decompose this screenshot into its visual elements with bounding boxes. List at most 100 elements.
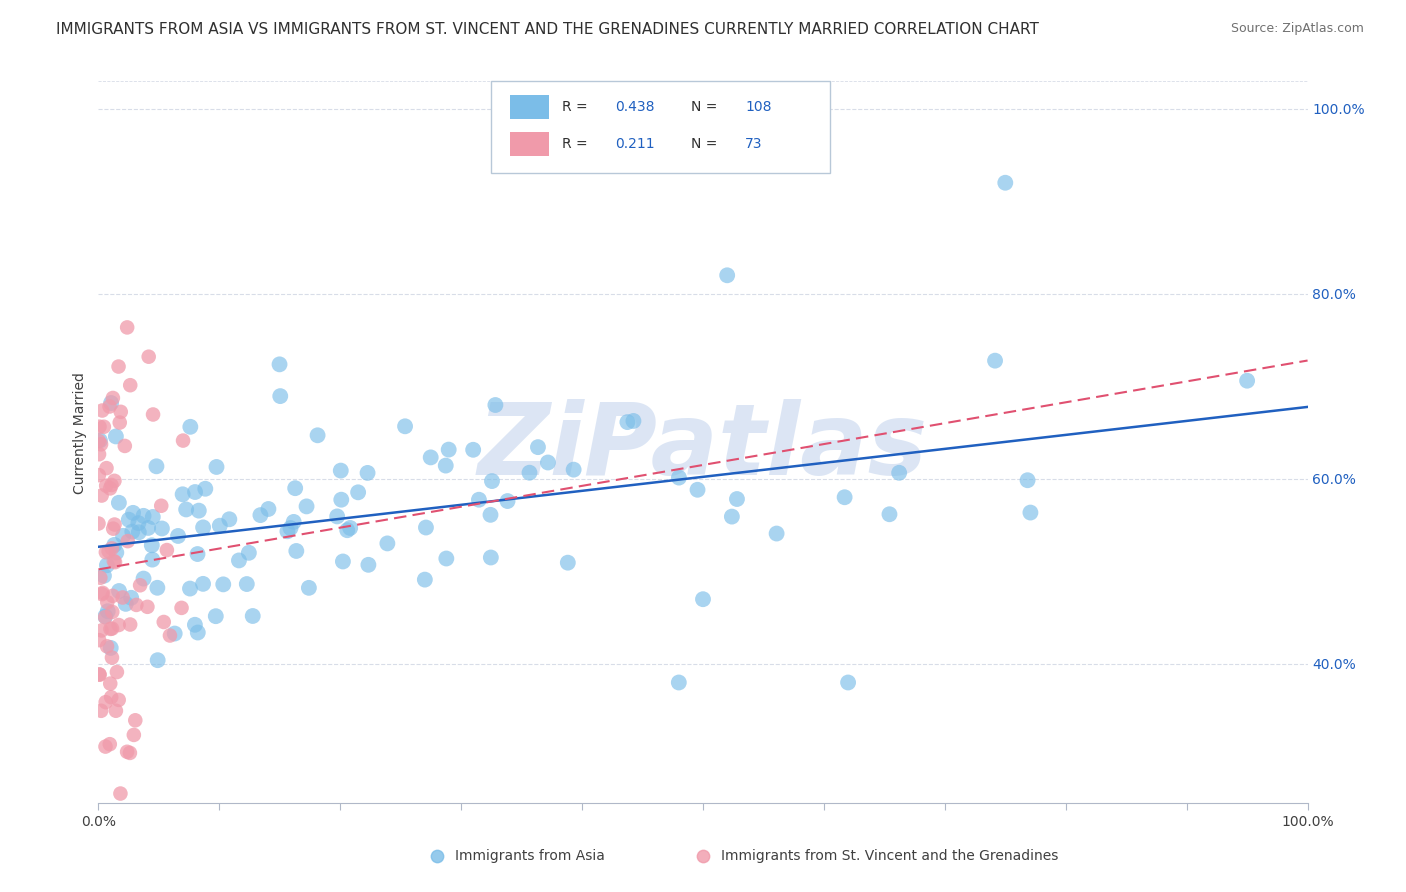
Point	[103, 474, 125, 488]
Point	[1236, 374, 1258, 388]
Point	[205, 460, 228, 475]
Point	[174, 502, 197, 516]
Point	[242, 609, 264, 624]
Point	[91, 403, 114, 417]
Y-axis label: Currently Married: Currently Married	[73, 372, 87, 493]
Point	[837, 675, 859, 690]
Point	[120, 617, 142, 632]
FancyBboxPatch shape	[492, 81, 830, 173]
Point	[204, 609, 226, 624]
Point	[142, 408, 165, 422]
Point	[138, 350, 160, 364]
Point	[89, 419, 111, 434]
Point	[104, 429, 127, 443]
Point	[90, 624, 112, 638]
Point	[163, 626, 186, 640]
Point	[668, 675, 690, 690]
Point	[834, 490, 856, 504]
Text: R =: R =	[561, 100, 588, 114]
Point	[103, 522, 125, 536]
Point	[1019, 506, 1042, 520]
Point	[103, 517, 125, 532]
Point	[889, 466, 911, 480]
Point	[479, 550, 502, 565]
Point	[527, 440, 550, 454]
Point	[686, 483, 709, 497]
Point	[136, 599, 159, 614]
Point	[97, 544, 120, 558]
Point	[295, 500, 318, 514]
Text: Immigrants from St. Vincent and the Grenadines: Immigrants from St. Vincent and the Gren…	[721, 849, 1059, 863]
Point	[120, 378, 142, 392]
Point	[419, 450, 441, 465]
Point	[285, 544, 308, 558]
Point	[184, 617, 207, 632]
Point	[87, 447, 110, 461]
Point	[280, 521, 302, 535]
Point	[90, 437, 112, 451]
Point	[172, 434, 194, 448]
Point	[339, 521, 361, 535]
Point	[146, 581, 169, 595]
Point	[150, 521, 173, 535]
Point	[187, 503, 209, 517]
Text: 108: 108	[745, 100, 772, 114]
Point	[96, 478, 118, 492]
Point	[101, 391, 124, 405]
Text: Source: ZipAtlas.com: Source: ZipAtlas.com	[1230, 22, 1364, 36]
Point	[329, 464, 352, 478]
Point	[114, 597, 136, 611]
Point	[87, 516, 110, 531]
Point	[716, 268, 738, 283]
Point	[212, 577, 235, 591]
Point	[101, 589, 124, 603]
Point	[96, 640, 118, 654]
Point	[179, 582, 201, 596]
Point	[100, 622, 122, 636]
Point	[108, 416, 131, 430]
Point	[336, 523, 359, 537]
Text: N =: N =	[690, 100, 717, 114]
Point	[356, 466, 378, 480]
Point	[89, 633, 111, 648]
Point	[96, 461, 118, 475]
Point	[616, 415, 638, 429]
Point	[879, 508, 901, 522]
Point	[415, 520, 437, 534]
Point	[159, 628, 181, 642]
Point	[284, 481, 307, 495]
Point	[187, 625, 209, 640]
Point	[332, 554, 354, 568]
Point	[94, 739, 117, 754]
Point	[170, 600, 193, 615]
Point	[112, 529, 135, 543]
Point	[104, 704, 127, 718]
Text: 73: 73	[745, 136, 763, 151]
Point	[132, 572, 155, 586]
Point	[100, 396, 122, 410]
Point	[668, 470, 690, 484]
Point	[98, 400, 121, 414]
Point	[87, 434, 110, 448]
Point	[98, 676, 121, 690]
Point	[115, 745, 138, 759]
Point	[87, 468, 110, 483]
Point	[257, 502, 280, 516]
Point	[150, 499, 173, 513]
Point	[191, 520, 214, 534]
Point	[108, 584, 131, 599]
Point	[103, 538, 125, 552]
Point	[90, 489, 112, 503]
Point	[692, 592, 714, 607]
Point	[413, 573, 436, 587]
Point	[94, 610, 117, 624]
Point	[122, 506, 145, 520]
Point	[463, 442, 485, 457]
Point	[307, 428, 329, 442]
Text: ZiPatlas: ZiPatlas	[478, 399, 928, 496]
Point	[103, 554, 125, 568]
Point	[326, 509, 349, 524]
Point	[152, 615, 174, 629]
Point	[146, 653, 169, 667]
Point	[107, 693, 129, 707]
